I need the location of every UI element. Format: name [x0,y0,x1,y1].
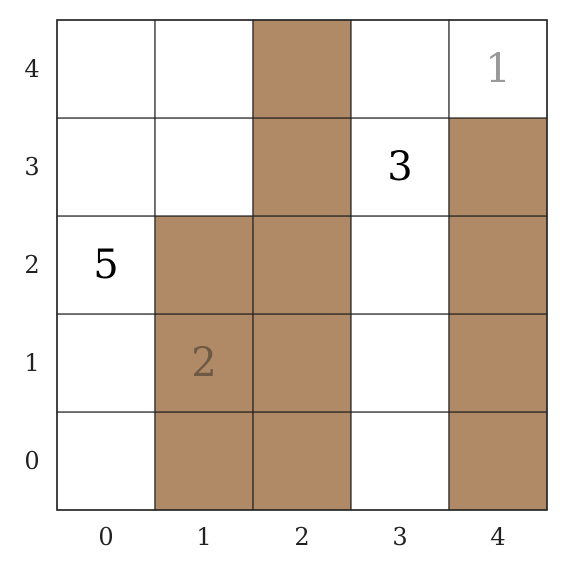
empty-cell-r1-c3[interactable] [351,314,449,412]
clue-number-r2-c0: 5 [93,242,118,288]
shaded-cell-r0-c2[interactable] [253,412,351,510]
clue-number-r4-c4: 1 [485,46,510,92]
empty-cell-r4-c0[interactable] [57,20,155,118]
y-axis-label-0: 0 [24,447,39,475]
empty-cell-r4-c3[interactable] [351,20,449,118]
y-axis-label-2: 2 [24,251,39,279]
x-axis-label-3: 3 [392,523,407,551]
x-axis-label-4: 4 [490,523,505,551]
empty-cell-r2-c3[interactable] [351,216,449,314]
shaded-cell-r3-c4[interactable] [449,118,547,216]
clue-number-r3-c3: 3 [387,144,412,190]
shaded-cell-r2-c1[interactable] [155,216,253,314]
clue-number-r1-c1: 2 [191,340,216,386]
empty-cell-r3-c0[interactable] [57,118,155,216]
shaded-cell-r1-c4[interactable] [449,314,547,412]
shaded-cell-r0-c1[interactable] [155,412,253,510]
x-axis-label-0: 0 [98,523,113,551]
shaded-cell-r2-c4[interactable] [449,216,547,314]
empty-cell-r3-c1[interactable] [155,118,253,216]
empty-cell-r0-c3[interactable] [351,412,449,510]
y-axis-label-3: 3 [24,153,39,181]
shaded-cell-r4-c2[interactable] [253,20,351,118]
empty-cell-r1-c0[interactable] [57,314,155,412]
shaded-cell-r2-c2[interactable] [253,216,351,314]
y-axis-label-1: 1 [24,349,39,377]
shaded-cell-r0-c4[interactable] [449,412,547,510]
grid-cells [57,20,547,510]
empty-cell-r0-c0[interactable] [57,412,155,510]
shaded-cell-r3-c2[interactable] [253,118,351,216]
y-axis-label-4: 4 [24,55,39,83]
x-axis-label-1: 1 [196,523,211,551]
shaded-cell-r1-c2[interactable] [253,314,351,412]
empty-cell-r4-c1[interactable] [155,20,253,118]
x-axis-label-2: 2 [294,523,309,551]
